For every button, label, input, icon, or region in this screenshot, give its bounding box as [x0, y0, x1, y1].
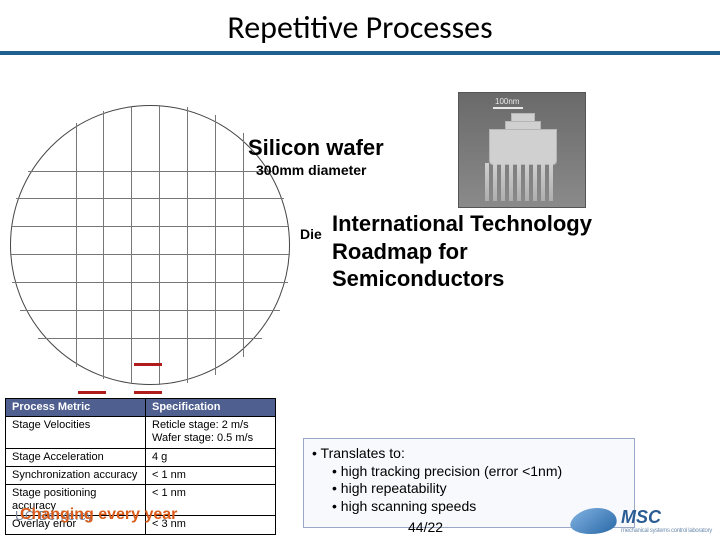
translates-item: high repeatability: [312, 480, 626, 498]
title-underline: [0, 51, 720, 55]
translates-item: high tracking precision (error <1nm): [312, 463, 626, 481]
table-header: Specification: [146, 399, 276, 417]
itrs-line: International Technology: [332, 210, 592, 238]
table-header-row: Process Metric Specification: [6, 399, 276, 417]
table-row: Stage Velocities Reticle stage: 2 m/s Wa…: [6, 417, 276, 448]
sem-combs: [485, 163, 553, 201]
red-mark: [134, 391, 162, 394]
grid-line: [28, 171, 272, 172]
table-header: Process Metric: [6, 399, 146, 417]
msc-text: MSC: [621, 507, 712, 528]
slide-title: Repetitive Processes: [0, 0, 720, 47]
msc-swoosh-icon: [568, 508, 620, 534]
grid-line: [11, 226, 289, 227]
msc-subtext: mechanical systems control laboratory: [621, 528, 712, 534]
table-cell: 4 g: [146, 448, 276, 466]
table-row: Synchronization accuracy < 1 nm: [6, 466, 276, 484]
table-cell: Synchronization accuracy: [6, 466, 146, 484]
grid-line: [243, 133, 244, 357]
grid-line: [38, 338, 262, 339]
sem-image: 100nm: [458, 92, 586, 208]
page-number: 44/22: [408, 519, 443, 535]
sem-structure: [489, 113, 557, 163]
table-row: Stage Acceleration 4 g: [6, 448, 276, 466]
grid-line: [12, 282, 288, 283]
sem-scale-label: 100nm: [495, 97, 519, 106]
itrs-line: Semiconductors: [332, 265, 592, 293]
itrs-heading: International Technology Roadmap for Sem…: [332, 210, 592, 293]
grid-line: [76, 123, 77, 367]
grid-line: [10, 254, 290, 255]
table-cell: Reticle stage: 2 m/s Wafer stage: 0.5 m/…: [146, 417, 276, 448]
die-label: Die: [300, 226, 322, 242]
red-mark: [78, 391, 106, 394]
msc-logo: MSC mechanical systems control laborator…: [571, 507, 712, 534]
changing-note: Changing every year: [20, 506, 177, 524]
red-mark: [134, 363, 162, 366]
grid-line: [16, 198, 284, 199]
wafer-label: Silicon wafer: [248, 135, 384, 161]
grid-line: [131, 106, 132, 384]
table-cell: Stage Velocities: [6, 417, 146, 448]
grid-line: [215, 115, 216, 375]
itrs-line: Roadmap for: [332, 238, 592, 266]
wafer-sublabel: 300mm diameter: [256, 162, 367, 178]
translates-title: Translates to:: [312, 445, 626, 463]
grid-line: [20, 310, 280, 311]
table-cell: Stage Acceleration: [6, 448, 146, 466]
grid-line: [159, 105, 160, 385]
sem-scale-bar: [493, 107, 523, 109]
table-cell: < 1 nm: [146, 466, 276, 484]
grid-line: [187, 107, 188, 383]
